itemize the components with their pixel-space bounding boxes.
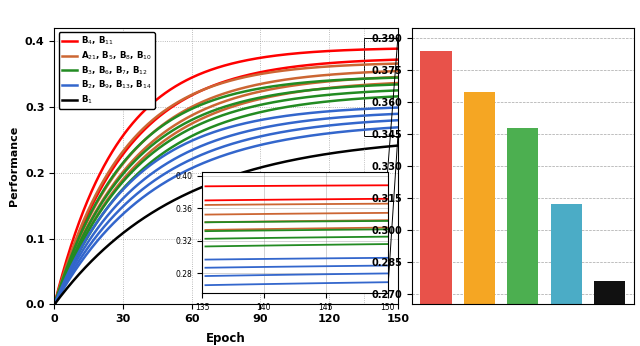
- Bar: [550, 204, 582, 304]
- Line: B$_3$, B$_6$, B$_7$, B$_{12}$: B$_3$, B$_6$, B$_7$, B$_{12}$: [54, 78, 398, 304]
- A$_{21}$, B$_5$, B$_8$, B$_{10}$: [216, 82, 223, 86]
- B$_3$, B$_6$, B$_7$, B$_{12}$: [255, 86, 262, 91]
- A$_{21}$, B$_5$, B$_8$, B$_{10}$: [394, 62, 402, 66]
- B$_4$, B$_{11}$: [51, 302, 58, 307]
- B$_2$, B$_9$, B$_{13}$, B$_{14}$: [236, 122, 244, 127]
- B$_1$: [255, 166, 262, 170]
- B$_3$, B$_6$, B$_7$, B$_{12}$: [394, 75, 402, 80]
- B$_1$: [236, 171, 244, 175]
- B$_4$, B$_{11}$: [255, 56, 262, 60]
- B$_4$, B$_{11}$: [386, 47, 394, 51]
- B$_3$, B$_6$, B$_7$, B$_{12}$: [216, 96, 223, 100]
- Line: B$_1$: B$_1$: [54, 146, 398, 304]
- Bar: [364, 38, 398, 136]
- B$_3$, B$_6$, B$_7$, B$_{12}$: [332, 78, 340, 82]
- Legend: B$_4$, B$_{11}$, A$_{21}$, B$_5$, B$_8$, B$_{10}$, B$_3$, B$_6$, B$_7$, B$_{12}$: B$_4$, B$_{11}$, A$_{21}$, B$_5$, B$_8$,…: [59, 32, 155, 109]
- B$_4$, B$_{11}$: [216, 65, 223, 69]
- B$_2$, B$_9$, B$_{13}$, B$_{14}$: [394, 106, 402, 110]
- B$_3$, B$_6$, B$_7$, B$_{12}$: [386, 76, 394, 80]
- B$_3$, B$_6$, B$_7$, B$_{12}$: [236, 90, 244, 94]
- Bar: [594, 281, 625, 304]
- B$_1$: [394, 144, 402, 148]
- B$_3$, B$_6$, B$_7$, B$_{12}$: [214, 97, 221, 101]
- B$_2$, B$_9$, B$_{13}$, B$_{14}$: [214, 129, 221, 133]
- B$_3$, B$_6$, B$_7$, B$_{12}$: [51, 302, 58, 307]
- B$_2$, B$_9$, B$_{13}$, B$_{14}$: [216, 128, 223, 132]
- B$_4$, B$_{11}$: [214, 65, 221, 70]
- B$_2$, B$_9$, B$_{13}$, B$_{14}$: [386, 106, 394, 110]
- B$_2$, B$_9$, B$_{13}$, B$_{14}$: [255, 118, 262, 122]
- A$_{21}$, B$_5$, B$_8$, B$_{10}$: [255, 72, 262, 76]
- A$_{21}$, B$_5$, B$_8$, B$_{10}$: [386, 62, 394, 66]
- Bar: [507, 128, 538, 304]
- B$_4$, B$_{11}$: [394, 47, 402, 51]
- B$_1$: [216, 178, 223, 182]
- A$_{21}$, B$_5$, B$_8$, B$_{10}$: [214, 82, 221, 86]
- Y-axis label: Performance: Performance: [10, 126, 19, 206]
- Line: B$_4$, B$_{11}$: B$_4$, B$_{11}$: [54, 49, 398, 304]
- B$_1$: [386, 144, 394, 148]
- B$_2$, B$_9$, B$_{13}$, B$_{14}$: [51, 302, 58, 307]
- B$_4$, B$_{11}$: [236, 60, 244, 64]
- Line: A$_{21}$, B$_5$, B$_8$, B$_{10}$: A$_{21}$, B$_5$, B$_8$, B$_{10}$: [54, 64, 398, 304]
- B$_1$: [51, 302, 58, 307]
- B$_2$, B$_9$, B$_{13}$, B$_{14}$: [332, 109, 340, 113]
- Bar: [420, 51, 452, 304]
- B$_1$: [214, 179, 221, 183]
- Text: Epoch: Epoch: [206, 332, 246, 345]
- A$_{21}$, B$_5$, B$_8$, B$_{10}$: [332, 64, 340, 68]
- A$_{21}$, B$_5$, B$_8$, B$_{10}$: [51, 302, 58, 307]
- Bar: [464, 92, 495, 304]
- B$_1$: [332, 151, 340, 155]
- A$_{21}$, B$_5$, B$_8$, B$_{10}$: [236, 76, 244, 80]
- Line: B$_2$, B$_9$, B$_{13}$, B$_{14}$: B$_2$, B$_9$, B$_{13}$, B$_{14}$: [54, 108, 398, 304]
- B$_4$, B$_{11}$: [332, 48, 340, 53]
